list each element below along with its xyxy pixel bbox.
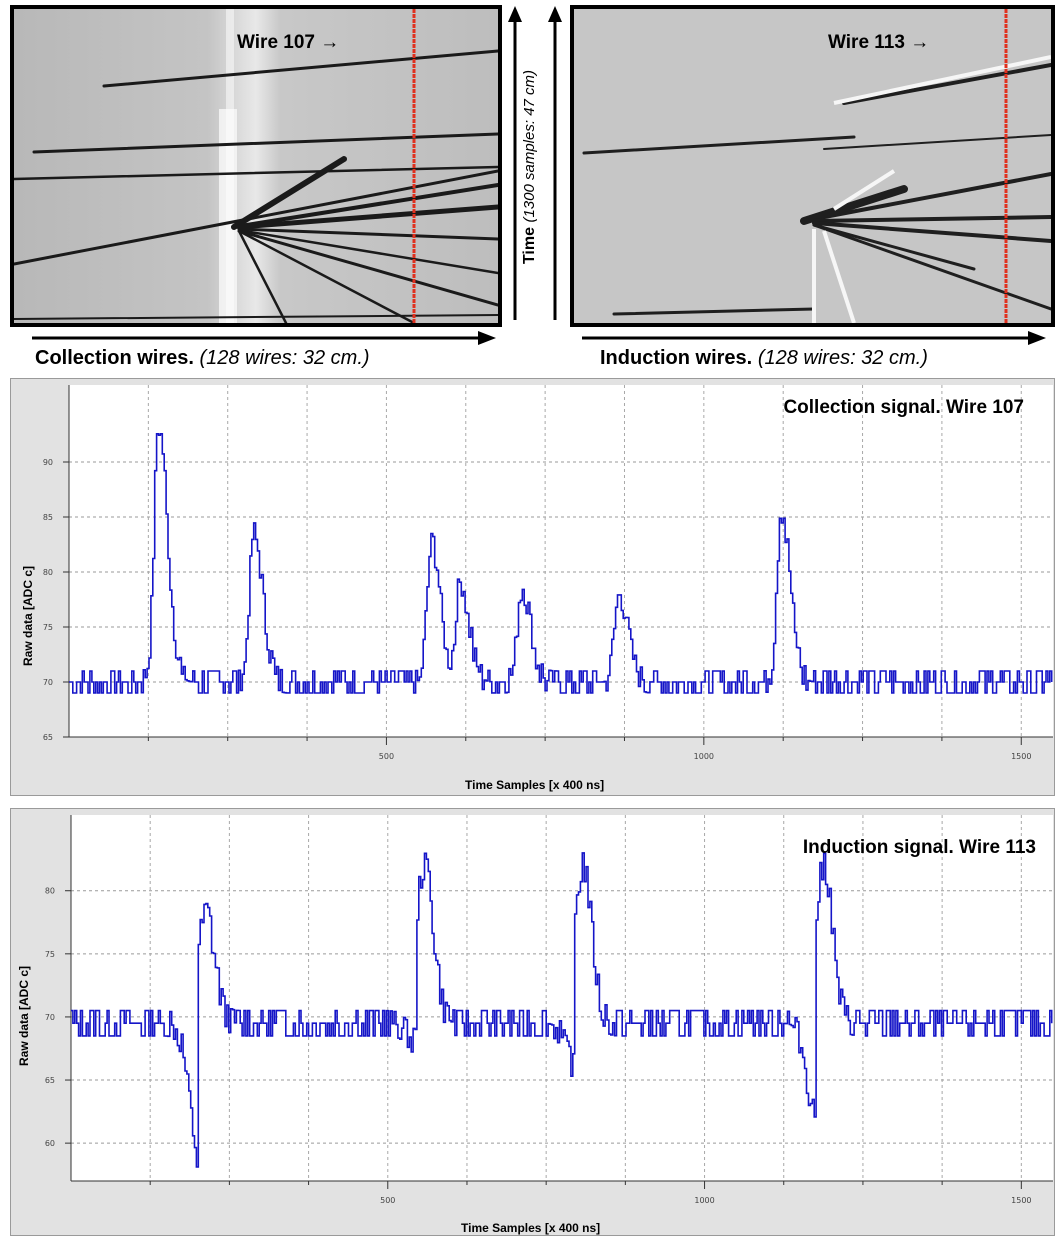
collection-signal-title: Collection signal. Wire 107: [783, 397, 1024, 418]
y-tick-label: 90: [43, 458, 53, 467]
collection-signal-panel: 65 70 75 80 85 90 500 1000 1500 Collection signa…: [10, 378, 1055, 796]
collection-signal-plot: 65 70 75 80 85 90 500 1000 1500: [43, 385, 1053, 761]
x-tick-label: 500: [380, 1196, 395, 1205]
collection-y-axis-title: Raw data [ADC c]: [21, 566, 35, 667]
x-tick-label: 1500: [1011, 752, 1031, 761]
y-tick-label: 70: [45, 1013, 55, 1022]
induction-y-axis-title: Raw data [ADC c]: [17, 966, 31, 1067]
y-tick-label: 70: [43, 678, 53, 687]
signal-trace: [71, 852, 1053, 1168]
x-tick-label: 1500: [1011, 1196, 1031, 1205]
x-tick-label: 1000: [694, 1196, 714, 1205]
collection-wire-marker: Wire 107 →: [237, 32, 340, 53]
collection-x-axis-title: Time Samples [x 400 ns]: [465, 778, 605, 792]
collection-wire-axis-caption: Collection wires. (128 wires: 32 cm.): [35, 347, 370, 370]
signal-trace: [69, 433, 1053, 694]
y-tick-label: 65: [43, 733, 53, 742]
x-tick-label: 500: [379, 752, 394, 761]
induction-event-display: [570, 5, 1055, 327]
induction-signal-panel: 60 65 70 75 80 500 1000 1500 Induction signal. …: [10, 808, 1055, 1236]
collection-wire-axis-label: Collection wires.: [35, 347, 194, 369]
collection-event-display: [10, 5, 502, 327]
induction-signal-plot: 60 65 70 75 80 500 1000 1500: [45, 815, 1053, 1205]
induction-signal-title: Induction signal. Wire 113: [802, 837, 1036, 858]
y-tick-label: 75: [45, 950, 55, 959]
induction-wire-axis-caption: Induction wires. (128 wires: 32 cm.): [600, 347, 928, 370]
collection-event-image: [14, 9, 498, 323]
y-tick-label: 85: [43, 513, 53, 522]
time-axis-label: Time: [521, 226, 538, 265]
time-axis-note: (1300 samples: 47 cm): [521, 69, 538, 223]
induction-wire-marker: Wire 113 →: [828, 32, 930, 53]
induction-wire-axis-label: Induction wires.: [600, 347, 753, 369]
y-tick-label: 75: [43, 623, 53, 632]
time-axis-arrows: [508, 6, 562, 320]
induction-event-image: [574, 9, 1051, 323]
plot-area: [71, 815, 1053, 1181]
collection-wire-axis-arrow: [32, 331, 496, 345]
y-tick-label: 80: [43, 568, 53, 577]
collection-wire-axis-note: (128 wires: 32 cm.): [199, 347, 370, 369]
x-tick-label: 1000: [694, 752, 714, 761]
induction-wire-axis-arrow: [582, 331, 1046, 345]
induction-x-axis-title: Time Samples [x 400 ns]: [461, 1221, 601, 1235]
y-tick-label: 65: [45, 1076, 55, 1085]
induction-wire-axis-note: (128 wires: 32 cm.): [757, 347, 928, 369]
y-tick-label: 60: [45, 1139, 55, 1148]
y-tick-label: 80: [45, 887, 55, 896]
